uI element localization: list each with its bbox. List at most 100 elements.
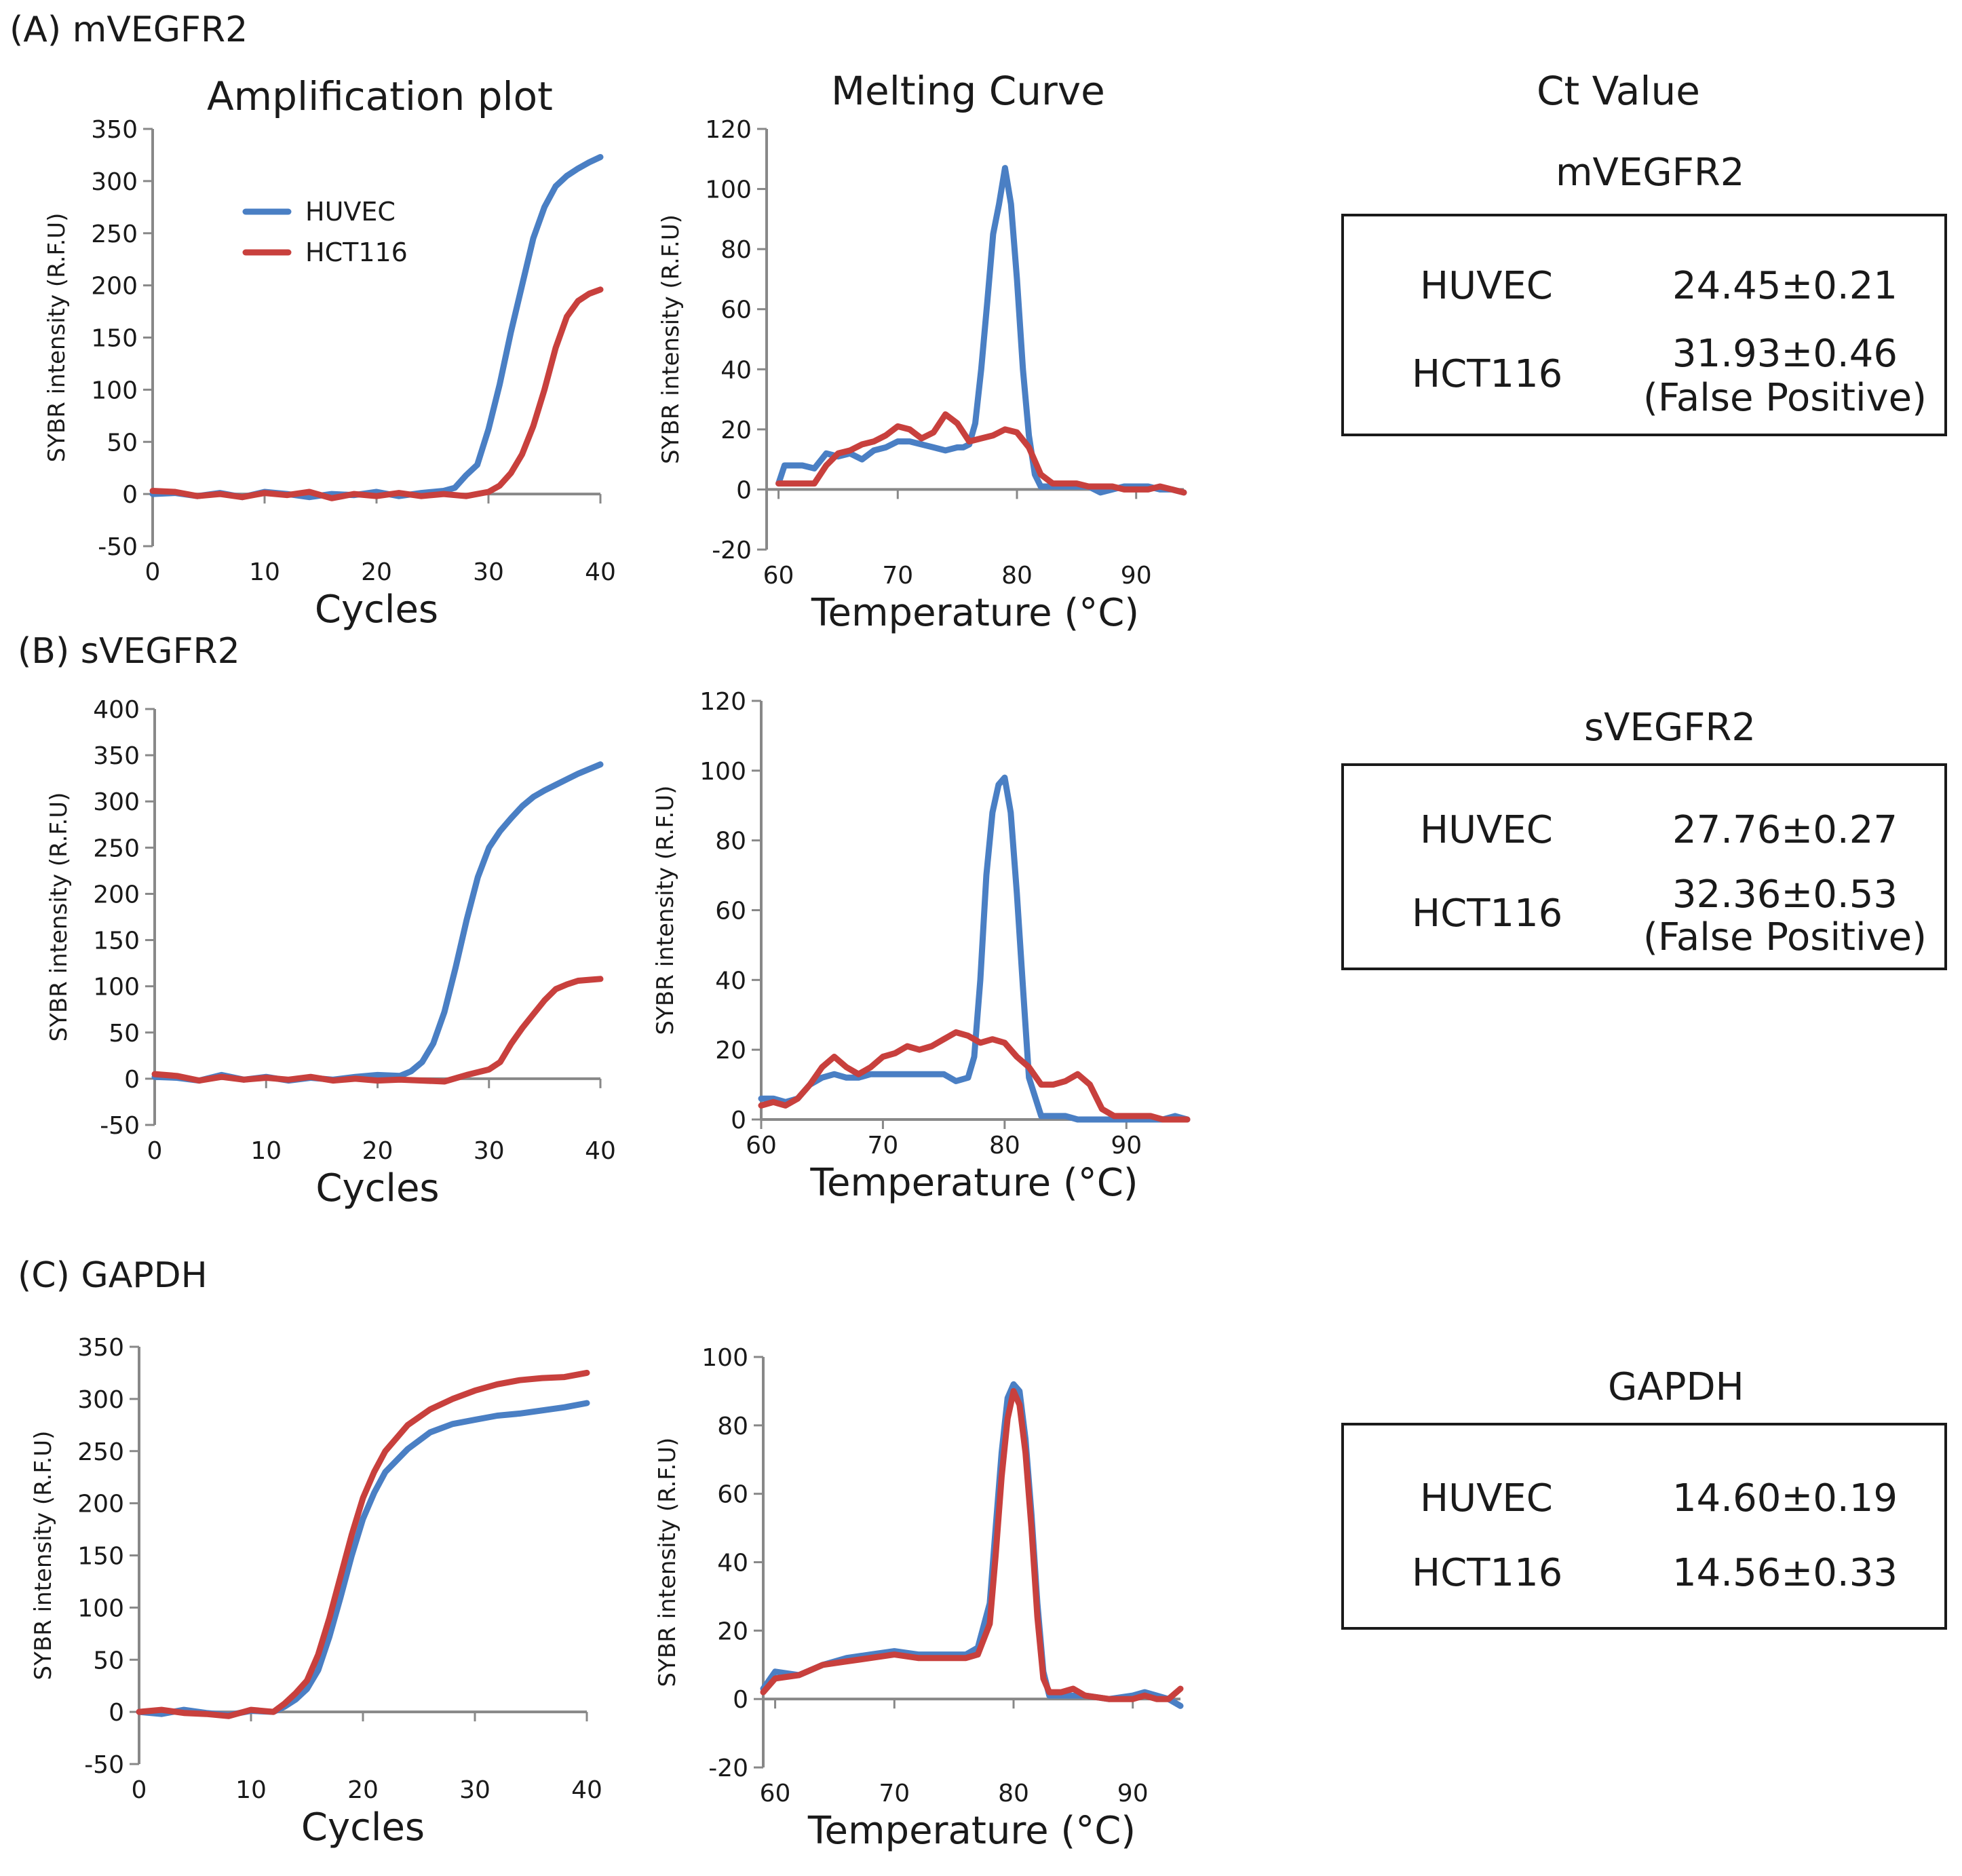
ct-value: 32.36±0.53: [1672, 873, 1898, 917]
y-axis-label: SYBR intensity (R.F.U): [654, 1438, 681, 1687]
x-tick-label: 90: [1117, 1780, 1149, 1807]
legend-label-huvec: HUVEC: [305, 197, 396, 227]
y-tick-label: 0: [122, 481, 138, 509]
y-tick-label: 350: [93, 742, 140, 770]
header-melting-curve: Melting Curve: [831, 68, 1105, 114]
ct-note: (False Positive): [1643, 915, 1927, 959]
series-line-hct116: [136, 1369, 590, 1719]
y-tick-label: 50: [93, 1647, 124, 1674]
y-tick-label: -50: [100, 1112, 140, 1140]
ct-table-title-mvegfr2: mVEGFR2: [1556, 151, 1745, 195]
x-tick-label: 20: [361, 558, 392, 586]
y-tick-label: -20: [712, 537, 752, 564]
y-tick-label: 100: [77, 1594, 124, 1622]
y-tick-label: 150: [93, 927, 140, 955]
y-tick-label: 0: [109, 1699, 124, 1727]
ct-sample-label: HUVEC: [1420, 808, 1553, 852]
ct-table-title-svegfr2: sVEGFR2: [1584, 706, 1756, 750]
series-line-hct116: [775, 411, 1187, 496]
y-tick-label: 150: [77, 1543, 124, 1571]
ct-sample-label: HUVEC: [1420, 1476, 1553, 1520]
x-tick-label: 20: [362, 1137, 393, 1165]
x-tick-label: 20: [347, 1776, 379, 1804]
y-tick-label: 40: [715, 967, 746, 995]
y-tick-label: 0: [736, 476, 752, 504]
y-tick-label: 0: [124, 1066, 140, 1094]
section-label-a: (A) mVEGFR2: [9, 9, 248, 50]
ct-table-svegfr2: HUVEC 27.76±0.27 HCT116 32.36±0.53 (Fals…: [1341, 763, 1947, 970]
y-tick-label: 100: [705, 176, 752, 204]
ct-note: (False Positive): [1643, 376, 1927, 420]
ct-table-mvegfr2: HUVEC 24.45±0.21 HCT116 31.93±0.46 (Fals…: [1341, 214, 1947, 436]
y-tick-label: 120: [699, 688, 746, 716]
ct-sample-label: HCT116: [1412, 1551, 1563, 1595]
y-tick-label: 100: [91, 377, 138, 404]
x-tick-label: 70: [882, 562, 913, 590]
x-tick-label: 30: [459, 1776, 490, 1804]
ct-sample-label: HUVEC: [1420, 264, 1553, 308]
y-tick-label: 60: [720, 296, 752, 324]
y-tick-label: 250: [93, 835, 140, 862]
y-tick-label: 0: [733, 1686, 748, 1714]
y-tick-label: 20: [720, 417, 752, 444]
y-tick-label: 80: [715, 828, 746, 856]
y-tick-label: -20: [708, 1755, 748, 1782]
y-tick-label: 0: [731, 1107, 746, 1134]
x-tick-label: 80: [989, 1132, 1020, 1160]
y-axis-label: SYBR intensity (R.F.U): [45, 792, 73, 1042]
ct-value: 14.60±0.19: [1672, 1476, 1898, 1520]
y-tick-label: 40: [720, 356, 752, 384]
x-axis-label: Temperature (°C): [807, 1809, 1136, 1853]
x-axis-label: Temperature (°C): [811, 591, 1139, 635]
y-tick-label: 250: [91, 221, 138, 248]
x-tick-label: 70: [879, 1780, 910, 1807]
ct-sample-label: HCT116: [1412, 352, 1563, 396]
y-tick-label: 100: [701, 1344, 748, 1372]
y-tick-label: 350: [77, 1334, 124, 1362]
x-tick-label: 10: [249, 558, 280, 586]
x-tick-label: 80: [1001, 562, 1033, 590]
x-tick-label: 0: [147, 1137, 163, 1165]
y-tick-label: 300: [93, 788, 140, 816]
y-axis-label: SYBR intensity (R.F.U): [657, 214, 685, 464]
header-ct-value: Ct Value: [1537, 68, 1700, 114]
y-tick-label: 300: [77, 1386, 124, 1414]
series-line-hct116: [760, 1387, 1184, 1702]
series-line-hct116: [151, 976, 604, 1085]
y-tick-label: 20: [715, 1037, 746, 1065]
x-tick-label: 90: [1121, 562, 1152, 590]
x-axis-label: Temperature (°C): [809, 1161, 1138, 1205]
series-line-hct116: [149, 286, 604, 501]
x-tick-label: 60: [746, 1132, 777, 1160]
ct-sample-label: HCT116: [1412, 892, 1563, 936]
legend-label-hct116: HCT116: [305, 237, 408, 267]
ct-value: 27.76±0.27: [1672, 808, 1898, 852]
y-tick-label: 80: [717, 1413, 748, 1440]
x-tick-label: 70: [868, 1132, 899, 1160]
ct-table-gapdh: HUVEC 14.60±0.19 HCT116 14.56±0.33: [1341, 1423, 1947, 1630]
y-tick-label: 20: [717, 1617, 748, 1645]
y-tick-label: 150: [91, 325, 138, 353]
x-tick-label: 80: [998, 1780, 1029, 1807]
section-label-c: (C) GAPDH: [18, 1255, 208, 1296]
series-line-huvec: [775, 165, 1187, 496]
x-tick-label: 30: [474, 1137, 505, 1165]
x-tick-label: 60: [760, 1780, 791, 1807]
x-tick-label: 40: [585, 558, 616, 586]
header-amplification-plot: Amplification plot: [207, 73, 553, 119]
x-tick-label: 0: [132, 1776, 147, 1804]
y-tick-label: 50: [107, 429, 138, 457]
x-tick-label: 10: [250, 1137, 282, 1165]
section-label-b: (B) sVEGFR2: [18, 631, 240, 672]
y-tick-label: -50: [98, 533, 138, 561]
x-axis-label: Cycles: [301, 1805, 425, 1850]
y-axis-label: SYBR intensity (R.F.U): [43, 213, 71, 463]
y-tick-label: 100: [93, 974, 140, 1001]
y-tick-label: -50: [84, 1751, 124, 1779]
